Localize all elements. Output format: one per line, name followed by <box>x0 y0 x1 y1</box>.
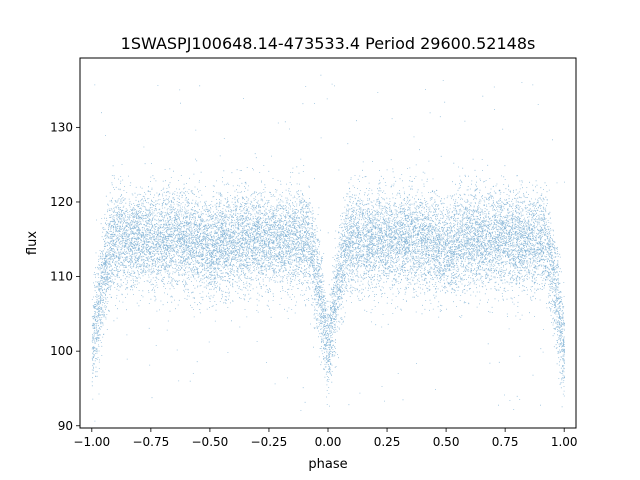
scatter-point-cloud <box>91 74 566 422</box>
x-tick-label: 0.50 <box>433 435 460 449</box>
scatter-points <box>91 74 566 422</box>
y-tick-label: 100 <box>50 344 73 358</box>
x-tick-label: −0.25 <box>251 435 288 449</box>
x-tick-label: 0.25 <box>374 435 401 449</box>
x-tick-label: −0.50 <box>192 435 229 449</box>
x-axis-ticks: −1.00 −0.75 −0.50 −0.25 0.00 0.25 0.50 0.75 1.00 <box>73 428 578 449</box>
x-axis-label: phase <box>308 457 347 472</box>
x-tick-label: −1.00 <box>73 435 110 449</box>
y-tick-label: 110 <box>50 270 73 284</box>
y-axis-label: flux <box>25 231 40 255</box>
x-tick-label: 1.00 <box>551 435 578 449</box>
x-tick-label: 0.00 <box>315 435 342 449</box>
y-tick-label: 130 <box>50 120 73 134</box>
x-tick-label: −0.75 <box>132 435 169 449</box>
y-tick-label: 120 <box>50 195 73 209</box>
chart-title: 1SWASPJ100648.14-473533.4 Period 29600.5… <box>121 34 536 53</box>
y-tick-label: 90 <box>58 419 73 433</box>
x-tick-label: 0.75 <box>492 435 519 449</box>
y-axis-ticks: 90 100 110 120 130 <box>50 120 80 433</box>
